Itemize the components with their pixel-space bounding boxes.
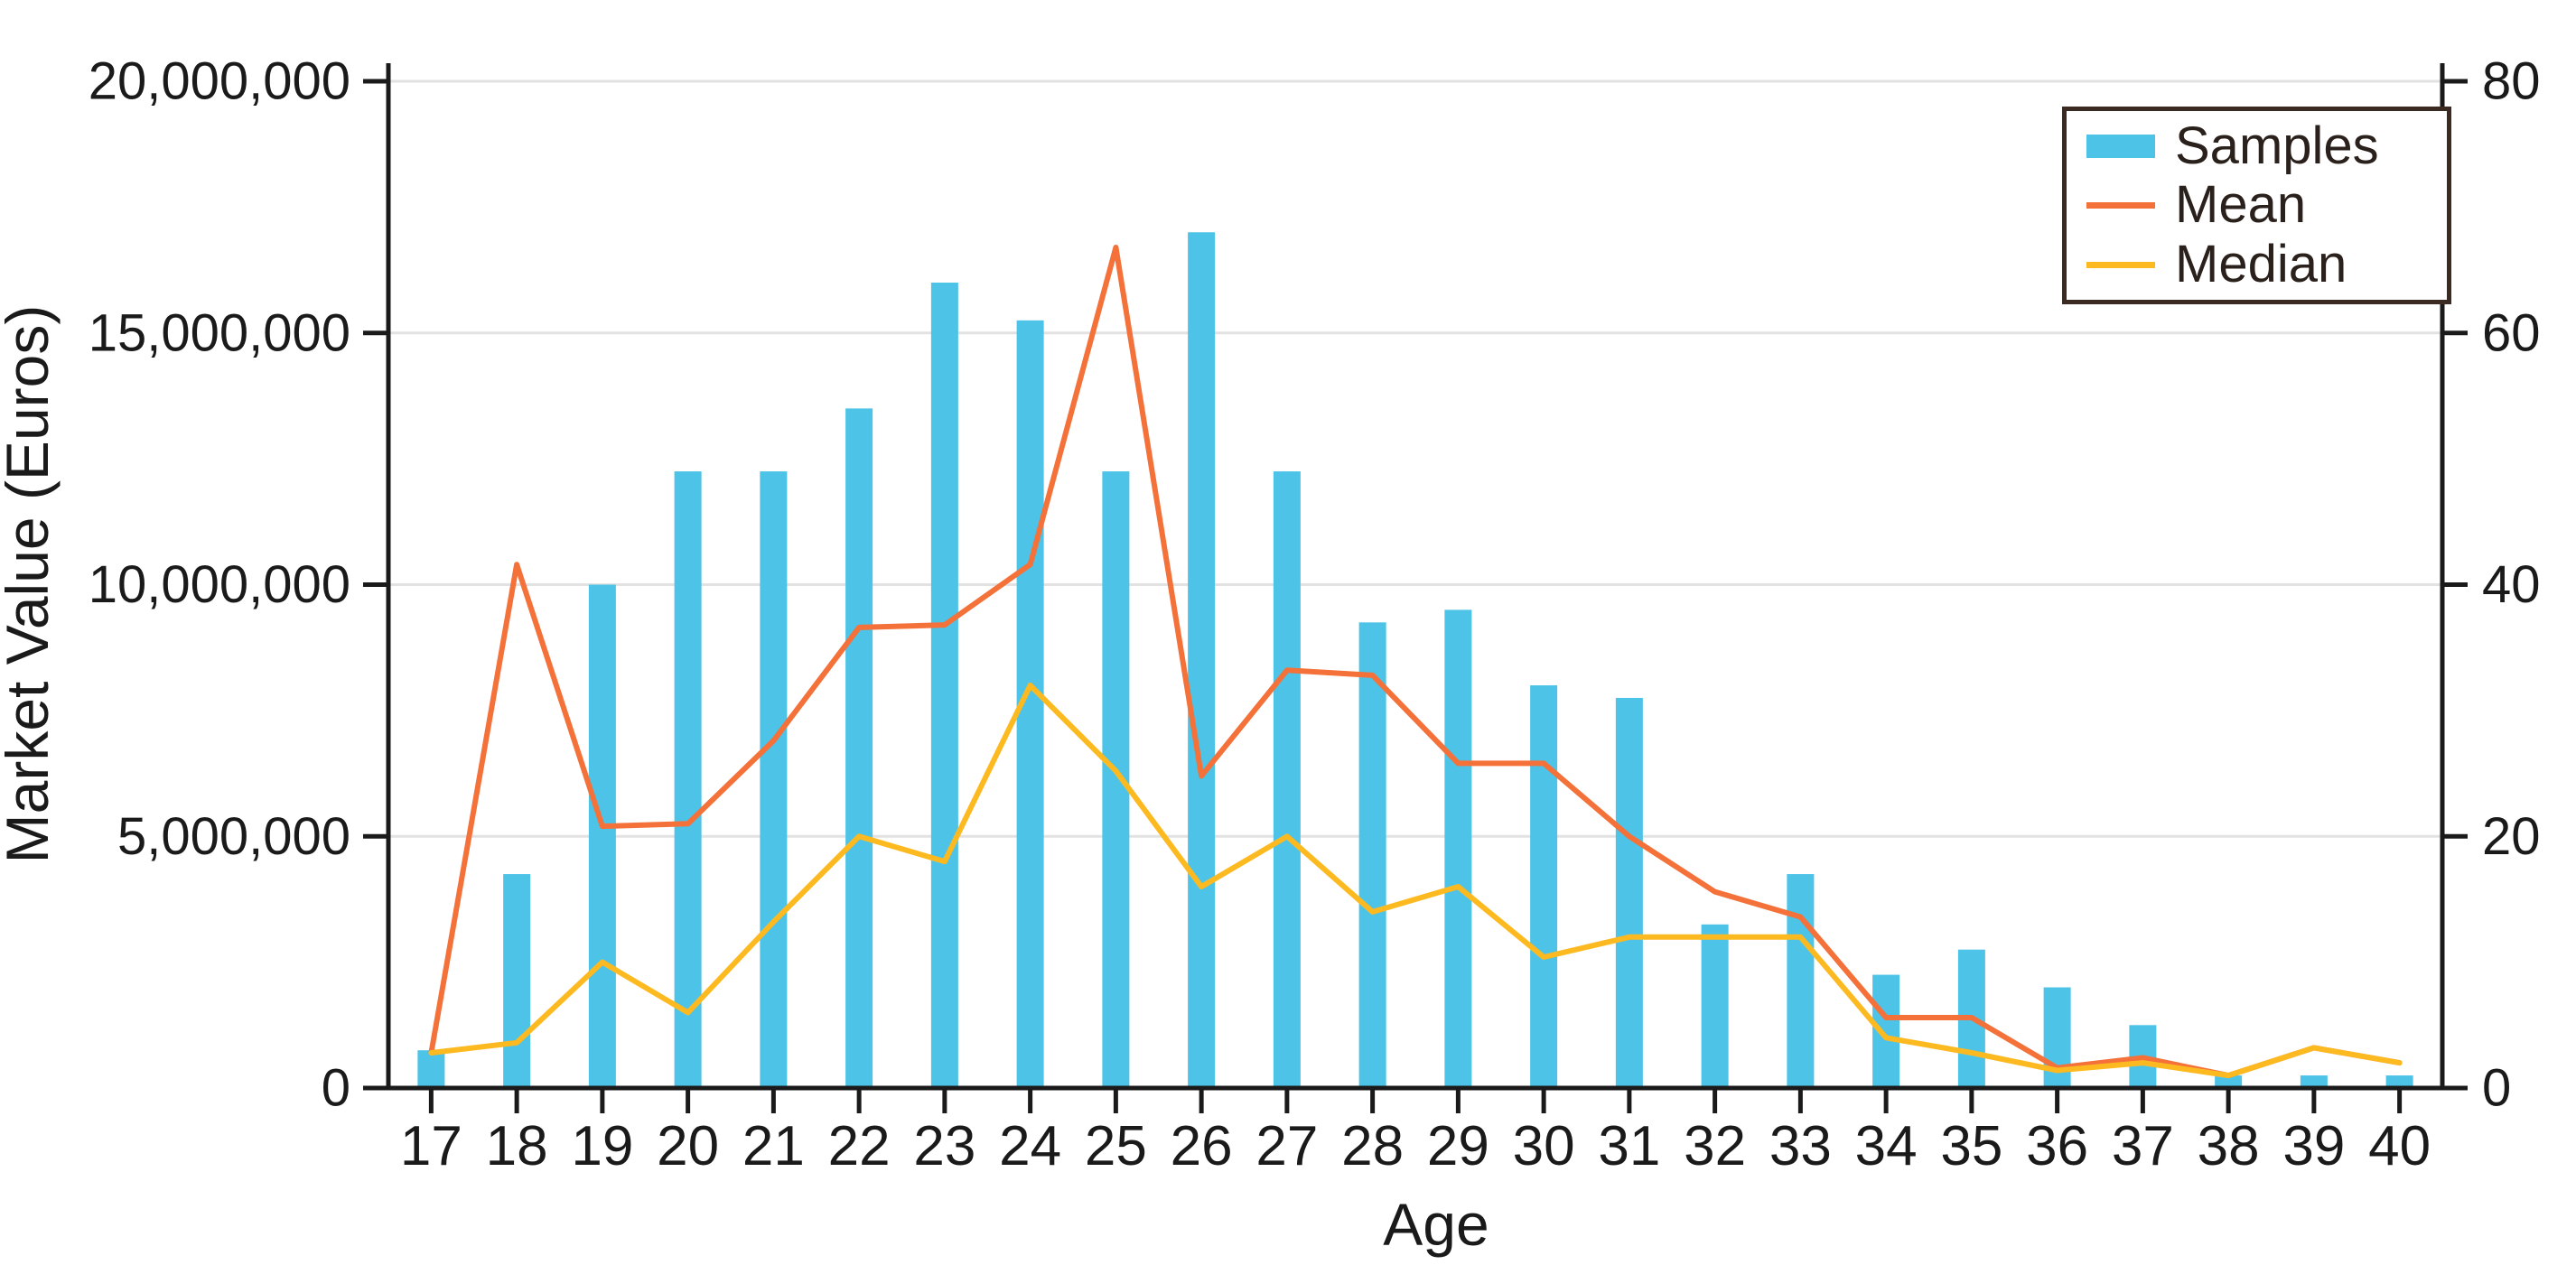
sample-bar-age-32 xyxy=(1701,924,1729,1088)
x-tick-label-37: 37 xyxy=(2112,1115,2174,1177)
x-tick-label-19: 19 xyxy=(571,1115,633,1177)
x-tick-label-26: 26 xyxy=(1171,1115,1233,1177)
samples-bars xyxy=(417,232,2413,1088)
sample-bar-age-21 xyxy=(760,471,788,1088)
y-right-tick-label: 0 xyxy=(2482,1059,2511,1118)
sample-bar-age-19 xyxy=(588,584,616,1088)
x-tick-label-29: 29 xyxy=(1427,1115,1489,1177)
sample-bar-age-22 xyxy=(845,408,873,1088)
y-left-tick-label: 20,000,000 xyxy=(89,52,350,111)
sample-bar-age-34 xyxy=(1872,974,1900,1088)
x-tick-label-36: 36 xyxy=(2026,1115,2088,1177)
sample-bar-age-30 xyxy=(1530,685,1558,1088)
legend-label-median: Median xyxy=(2175,235,2347,294)
sample-bar-age-20 xyxy=(674,471,702,1088)
sample-bar-age-17 xyxy=(417,1050,445,1088)
samples-bar-swatch-icon xyxy=(2086,134,2155,158)
sample-bar-age-31 xyxy=(1615,697,1643,1088)
y-axis-title-text: Market Value (Euros) xyxy=(0,304,61,864)
mean-line-swatch-icon xyxy=(2086,201,2155,209)
x-axis: 17 18 19 20 21 22 23 24 25 26 27 28 29 30 31 32 33 34 35 36… xyxy=(400,1088,2431,1177)
mean-line xyxy=(428,245,2403,1079)
x-tick-label-17: 17 xyxy=(400,1115,462,1177)
y-left-tick-label: 0 xyxy=(322,1059,350,1118)
y-left-tick-label: 5,000,000 xyxy=(117,807,350,866)
y-axis-right: 0 20 40 60 80 xyxy=(2442,52,2541,1118)
y-left-tick-label: 10,000,000 xyxy=(89,555,350,614)
sample-bar-age-33 xyxy=(1787,874,1815,1088)
y-axis-left: 0 5,000,000 10,000,000 15,000,000 20,000,000 xyxy=(89,52,388,1118)
mean-polyline xyxy=(428,245,2403,1079)
legend-label-mean: Mean xyxy=(2175,175,2307,235)
legend-item-samples: Samples xyxy=(2086,116,2447,175)
x-tick-label-21: 21 xyxy=(742,1115,805,1177)
x-tick-label-38: 38 xyxy=(2198,1115,2260,1177)
x-tick-label-32: 32 xyxy=(1684,1115,1746,1177)
x-tick-label-33: 33 xyxy=(1769,1115,1832,1177)
legend-item-median: Median xyxy=(2086,238,2447,291)
x-tick-label-22: 22 xyxy=(828,1115,891,1177)
legend: Samples Mean Median xyxy=(2062,107,2451,304)
x-tick-label-34: 34 xyxy=(1855,1115,1918,1177)
x-tick-label-35: 35 xyxy=(1940,1115,2002,1177)
sample-bar-age-40 xyxy=(2385,1075,2413,1088)
sample-bar-age-23 xyxy=(930,283,958,1088)
sample-bar-age-29 xyxy=(1444,609,1472,1088)
x-tick-label-28: 28 xyxy=(1341,1115,1404,1177)
sample-bar-age-28 xyxy=(1358,622,1386,1088)
y-right-tick-label: 20 xyxy=(2482,807,2541,866)
x-tick-label-23: 23 xyxy=(913,1115,975,1177)
x-axis-title-text: Age xyxy=(1383,1191,1489,1258)
sample-bar-age-27 xyxy=(1273,471,1301,1088)
y-right-tick-label: 60 xyxy=(2482,303,2541,362)
sample-bar-age-38 xyxy=(2215,1075,2243,1088)
y-left-tick-label: 15,000,000 xyxy=(89,303,350,362)
x-tick-label-18: 18 xyxy=(486,1115,548,1177)
x-tick-label-27: 27 xyxy=(1255,1115,1318,1177)
y-right-tick-label: 40 xyxy=(2482,555,2541,614)
legend-label-samples: Samples xyxy=(2175,116,2379,175)
legend-item-mean: Mean xyxy=(2086,179,2447,231)
x-tick-label-31: 31 xyxy=(1598,1115,1660,1177)
median-polyline xyxy=(428,683,2403,1079)
y-right-tick-label: 80 xyxy=(2482,52,2541,111)
x-tick-label-25: 25 xyxy=(1085,1115,1147,1177)
sample-bar-age-26 xyxy=(1188,232,1216,1088)
sample-bar-age-39 xyxy=(2300,1075,2328,1088)
x-tick-label-39: 39 xyxy=(2282,1115,2345,1177)
x-tick-label-24: 24 xyxy=(999,1115,1061,1177)
median-line-swatch-icon xyxy=(2086,261,2155,268)
median-line xyxy=(428,683,2403,1079)
x-tick-label-20: 20 xyxy=(657,1115,719,1177)
x-tick-label-30: 30 xyxy=(1513,1115,1575,1177)
x-tick-label-40: 40 xyxy=(2368,1115,2431,1177)
sample-bar-age-18 xyxy=(503,874,531,1088)
gridlines xyxy=(388,79,2442,838)
